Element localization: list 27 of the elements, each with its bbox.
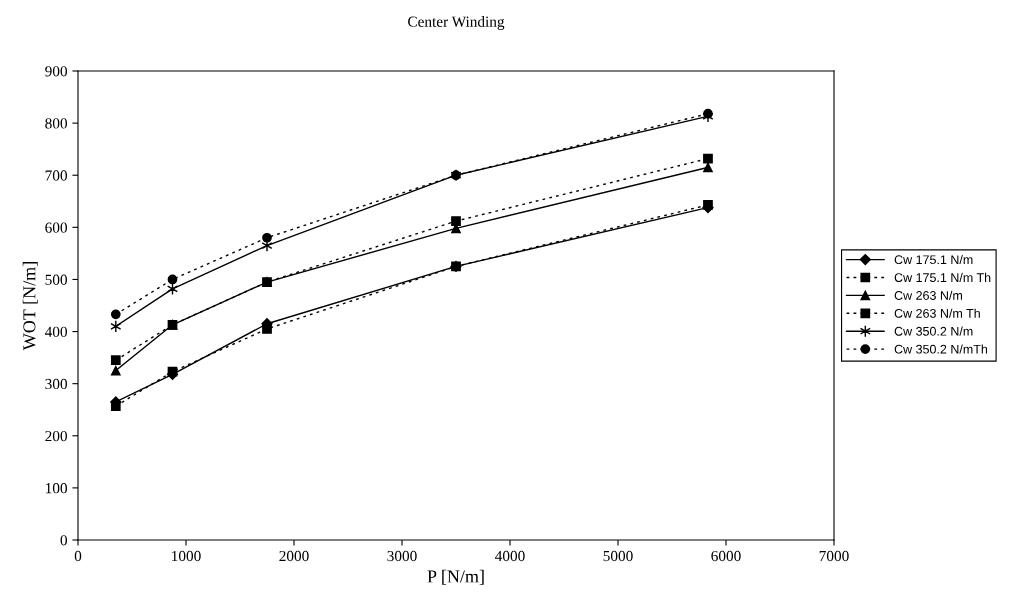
x-tick-label: 7000 xyxy=(819,550,849,562)
y-tick-label: 700 xyxy=(45,170,67,181)
x-tick-label: 0 xyxy=(74,550,82,562)
x-tick-label: 6000 xyxy=(711,550,741,562)
y-axis-title: WOT [N/m] xyxy=(22,262,38,351)
y-tick-label: 500 xyxy=(45,274,67,285)
x-tick-label: 1000 xyxy=(172,550,201,562)
legend-label: Cw 263 N/m xyxy=(894,290,962,300)
y-tick-label: 800 xyxy=(45,118,67,129)
y-tick-label: 900 xyxy=(45,66,67,77)
x-tick-label: 2000 xyxy=(279,550,309,562)
legend-label: Cw 263 N/m Th xyxy=(894,308,980,318)
x-tick-label: 4000 xyxy=(495,550,525,562)
y-tick-label: 600 xyxy=(45,222,67,233)
legend-label: Cw 350.2 N/mTh xyxy=(894,344,988,354)
x-tick-label: 3000 xyxy=(387,550,417,562)
legend-label: Cw 175.1 N/m Th xyxy=(894,272,991,282)
y-tick-label: 300 xyxy=(45,378,67,390)
legend-label: Cw 175.1 N/m xyxy=(894,254,973,265)
chart-title: Center Winding xyxy=(408,16,505,30)
y-tick-label: 100 xyxy=(46,483,67,494)
x-axis-title: P [N/m] xyxy=(427,569,484,585)
y-tick-label: 0 xyxy=(60,535,67,546)
y-tick-label: 400 xyxy=(44,326,67,338)
y-tick-label: 200 xyxy=(45,430,67,442)
legend-label: Cw 350.2 N/m xyxy=(894,326,973,336)
x-tick-label: 5000 xyxy=(603,550,633,562)
